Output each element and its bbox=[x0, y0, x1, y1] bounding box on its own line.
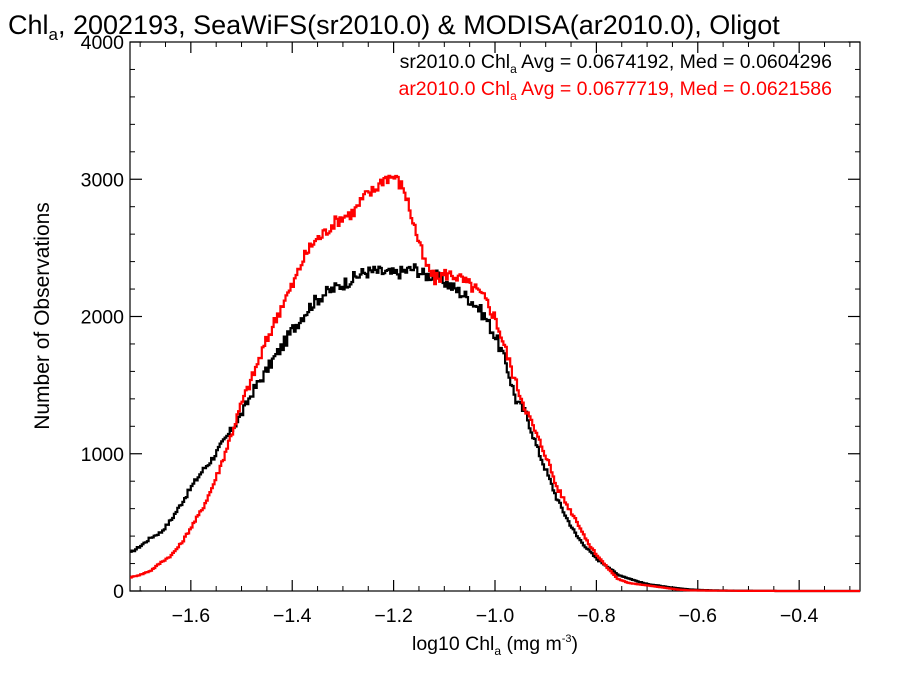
x-tick-label: −0.8 bbox=[577, 605, 616, 627]
chart-title-post: , 2002193, SeaWiFS(sr2010.0) & MODISA(ar… bbox=[58, 10, 780, 40]
x-tick-label: −0.6 bbox=[679, 605, 718, 627]
y-tick-label: 1000 bbox=[81, 444, 125, 466]
legend-ar2010-sub: a bbox=[510, 89, 517, 103]
y-tick-label: 2000 bbox=[81, 307, 125, 329]
x-tick-label: −1.0 bbox=[476, 605, 515, 627]
y-tick-label: 3000 bbox=[81, 169, 125, 191]
y-axis-label: Number of Observations bbox=[31, 202, 54, 430]
chart-title-pre: Chl bbox=[8, 10, 49, 40]
series-ar2010-line bbox=[130, 174, 860, 593]
x-tick-label: −1.4 bbox=[273, 605, 312, 627]
legend-sr2010: sr2010.0 Chla Avg = 0.0674192, Med = 0.0… bbox=[400, 51, 832, 76]
x-tick-labels: −1.6 −1.4 −1.2 −1.0 −0.8 −0.6 −0.4 bbox=[172, 605, 819, 627]
x-axis-label-post: ) bbox=[572, 633, 579, 655]
axis-ticks bbox=[130, 41, 860, 592]
legend-ar2010: ar2010.0 Chla Avg = 0.0677719, Med = 0.0… bbox=[398, 78, 832, 103]
legend-ar2010-pre: ar2010.0 Chl bbox=[398, 78, 510, 100]
x-tick-label: −1.2 bbox=[374, 605, 413, 627]
y-tick-label: 4000 bbox=[81, 32, 125, 54]
x-axis-label-mid: (mg m bbox=[501, 633, 562, 655]
legend-sr2010-pre: sr2010.0 Chl bbox=[400, 51, 511, 73]
x-axis-label: log10 Chla (mg m-3) bbox=[412, 633, 578, 658]
x-axis-label-sup: -3 bbox=[562, 633, 572, 645]
chart-title-sub: a bbox=[49, 25, 59, 44]
x-tick-label: −0.4 bbox=[780, 605, 819, 627]
x-axis-label-pre: log10 Chl bbox=[412, 633, 494, 655]
chart-title: Chla, 2002193, SeaWiFS(sr2010.0) & MODIS… bbox=[8, 10, 780, 44]
legend-ar2010-post: Avg = 0.0677719, Med = 0.0621586 bbox=[517, 78, 832, 100]
series-sr2010-line bbox=[130, 263, 860, 593]
y-tick-labels: 0 1000 2000 3000 4000 bbox=[81, 32, 125, 603]
x-tick-label: −1.6 bbox=[172, 605, 211, 627]
x-axis-label-sub: a bbox=[494, 644, 501, 658]
legend-sr2010-sub: a bbox=[510, 62, 517, 76]
y-tick-label: 0 bbox=[113, 581, 124, 603]
legend-sr2010-post: Avg = 0.0674192, Med = 0.0604296 bbox=[517, 51, 832, 73]
